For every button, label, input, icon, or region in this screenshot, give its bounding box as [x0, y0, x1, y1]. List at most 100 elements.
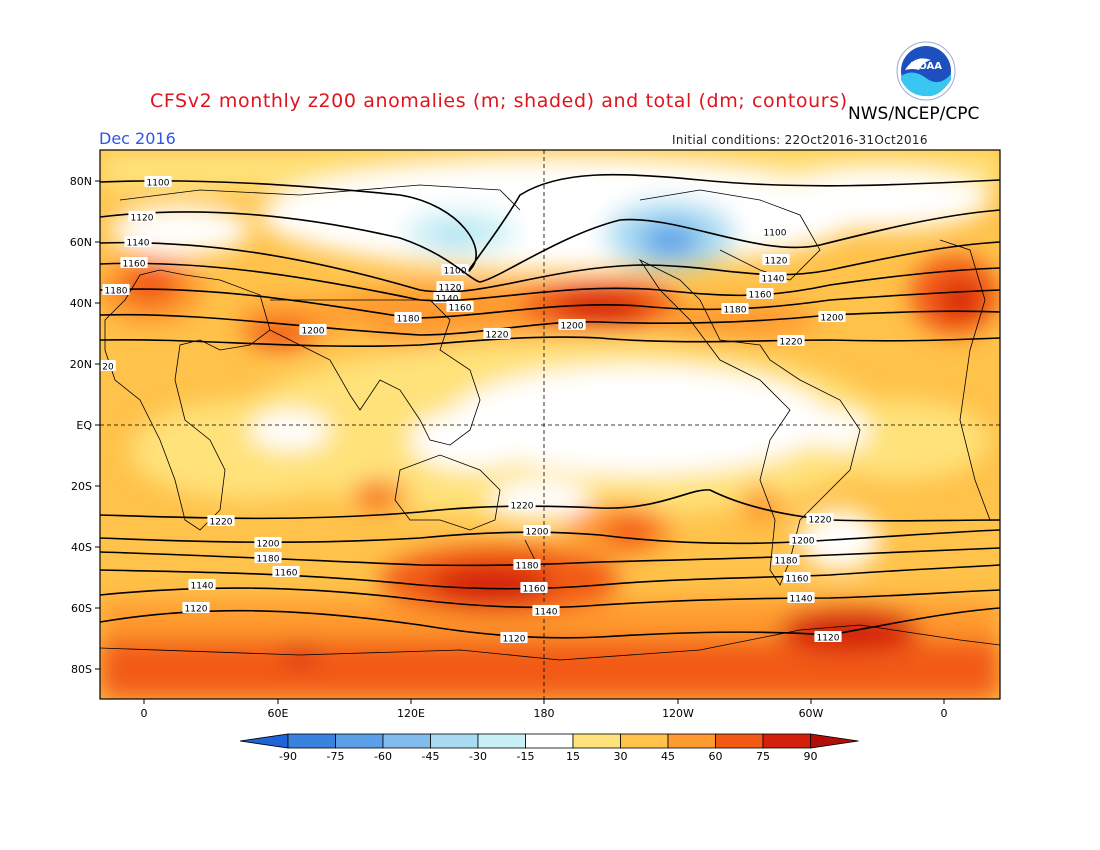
contour-label: 1220 [486, 331, 509, 341]
lon-tick-label: 180 [534, 707, 555, 720]
colorbar-swatch [287, 733, 336, 749]
contour-lines: 1100110011001120112011201140114011401160… [100, 173, 1000, 645]
contour-label: 1160 [449, 304, 472, 314]
lat-tick-label: 60S [71, 602, 92, 615]
contour-label: 1220 [809, 516, 832, 526]
contour-label: 1140 [762, 275, 785, 285]
contour-label: 1140 [790, 595, 813, 605]
colorbar-label: -30 [469, 750, 487, 763]
colorbar-swatch [667, 733, 716, 749]
contour-label: 1120 [185, 605, 208, 615]
lat-tick-label: 80N [70, 175, 92, 188]
contour-line [100, 288, 1000, 319]
colorbar-swatch [572, 733, 621, 749]
contour-label: 1180 [775, 557, 798, 567]
contour-label: 1120 [131, 214, 154, 224]
contour-line [100, 529, 1000, 545]
contour-label: 20 [102, 363, 114, 373]
colorbar-arrow-right [810, 733, 859, 749]
contour-label: 1200 [302, 327, 325, 337]
contour-label: 1180 [105, 287, 128, 297]
contour-label: 1100 [764, 229, 787, 239]
contour-line [100, 241, 1000, 293]
colorbar-label: -60 [374, 750, 392, 763]
contour-line [100, 310, 1000, 336]
contour-label: 1180 [257, 555, 280, 565]
contour-label: 1200 [561, 322, 584, 332]
contour-label: 1200 [821, 314, 844, 324]
lat-tick-label: 20N [70, 358, 92, 371]
contour-label: 1160 [123, 260, 146, 270]
lat-tick-label: 80S [71, 663, 92, 676]
contour-label: 1220 [511, 502, 534, 512]
colorbar-label: 15 [566, 750, 580, 763]
contour-label: 1100 [147, 179, 170, 189]
lon-tick-label: 0 [941, 707, 948, 720]
colorbar-swatch [382, 733, 431, 749]
contour-label: 1220 [780, 338, 803, 348]
contour-line [100, 209, 1000, 283]
contour-label: 1140 [535, 608, 558, 618]
lon-tick-label: 60W [799, 707, 824, 720]
colorbar-label: 60 [709, 750, 723, 763]
colorbar-label: 75 [756, 750, 770, 763]
contour-line [100, 262, 1000, 302]
contour-label: 1200 [526, 528, 549, 538]
colorbar-label: 90 [804, 750, 818, 763]
contour-line [100, 587, 1000, 609]
colorbar-label: -75 [327, 750, 345, 763]
contour-label: 1160 [749, 291, 772, 301]
map-panel: 1100110011001120112011201140114011401160… [100, 150, 1000, 699]
colorbar-arrow-left [239, 733, 289, 749]
colorbar-swatch [335, 733, 384, 749]
colorbar-label: -90 [279, 750, 297, 763]
colorbar-swatch [430, 733, 479, 749]
logo-text: NOAA [910, 61, 942, 72]
contour-label: 1120 [817, 634, 840, 644]
colorbar-label: -15 [517, 750, 535, 763]
colorbar-swatch [715, 733, 764, 749]
contour-label: 1200 [257, 540, 280, 550]
colorbar-swatch [620, 733, 669, 749]
contour-label: 1140 [436, 295, 459, 305]
colorbar: -90 -75 -60 -45 -30 -15 15 30 45 60 75 90 [239, 733, 859, 763]
month-label: Dec 2016 [99, 129, 176, 148]
contour-label: 1160 [786, 575, 809, 585]
contour-label: 1180 [397, 315, 420, 325]
lat-tick-label: 60N [70, 236, 92, 249]
org-label: NWS/NCEP/CPC [848, 104, 980, 124]
contour-label: 1140 [127, 239, 150, 249]
contour-label: 1140 [191, 582, 214, 592]
noaa-logo-icon: NOAA [896, 41, 956, 101]
lat-ticks: 80N 60N 40N 20N EQ 20S 40S 60S 80S [70, 175, 100, 676]
contour-label: 1180 [516, 562, 539, 572]
colorbar-label: -45 [422, 750, 440, 763]
lon-ticks: 0 60E 120E 180 120W 60W 0 [141, 699, 948, 720]
colorbar-swatch [477, 733, 526, 749]
contour-label: 1120 [765, 257, 788, 267]
lat-tick-label: 20S [71, 480, 92, 493]
contour-label: 1120 [439, 284, 462, 294]
contour-label: 1180 [724, 306, 747, 316]
contour-line [100, 489, 1000, 522]
lat-tick-label: 40S [71, 541, 92, 554]
lat-tick-label: 40N [70, 297, 92, 310]
contour-line [100, 607, 1000, 639]
colorbar-swatch [525, 733, 574, 749]
initial-conditions: Initial conditions: 22Oct2016-31Oct2016 [672, 133, 928, 147]
contour-label: 1220 [210, 518, 233, 528]
lon-tick-label: 0 [141, 707, 148, 720]
colorbar-label: 45 [661, 750, 675, 763]
contour-label: 1160 [523, 585, 546, 595]
lon-tick-label: 120W [662, 707, 694, 720]
contour-line [100, 547, 1000, 567]
contour-line [100, 336, 1000, 348]
colorbar-swatch [762, 733, 811, 749]
contour-label: 1160 [275, 569, 298, 579]
lon-tick-label: 120E [397, 707, 425, 720]
contour-label: 1100 [444, 267, 467, 277]
lon-tick-label: 60E [268, 707, 289, 720]
chart-title: CFSv2 monthly z200 anomalies (m; shaded)… [150, 90, 848, 112]
contour-line [100, 173, 1000, 273]
